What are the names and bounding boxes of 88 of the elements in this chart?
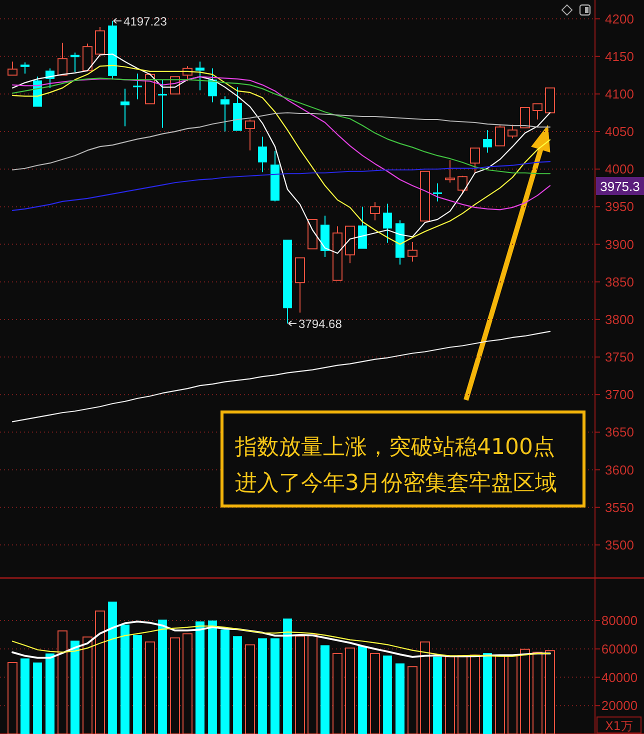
- annotation: 进入了今年3月份密集套牢盘区域: [235, 471, 557, 496]
- bar: [46, 653, 54, 734]
- y-tick-label: 3550: [605, 500, 634, 515]
- bar: [170, 637, 180, 734]
- y-tick-label: 4000: [605, 162, 634, 177]
- y-tick-label: 3850: [605, 274, 634, 290]
- candlestick: [483, 130, 492, 154]
- bar: [470, 654, 480, 734]
- bar: [120, 624, 130, 734]
- bar: [295, 636, 305, 734]
- bar: [396, 663, 404, 734]
- candlestick: [320, 215, 330, 258]
- line-series: [12, 78, 551, 174]
- annotation: 4197.23: [124, 14, 168, 28]
- bar: [458, 655, 468, 734]
- line-series: [12, 112, 551, 170]
- bar: [520, 648, 530, 734]
- bar: [383, 656, 392, 734]
- line-series: [12, 626, 551, 657]
- bar: [508, 655, 518, 734]
- bar: [82, 636, 92, 734]
- bar: [332, 652, 342, 734]
- line-series: [12, 161, 551, 212]
- bar: [258, 638, 267, 734]
- bar: [408, 666, 418, 734]
- y-tick-label: 3650: [605, 424, 634, 440]
- bar: [283, 618, 292, 734]
- bar: [545, 650, 555, 734]
- bar: [345, 648, 355, 734]
- bar: [445, 656, 455, 734]
- y-tick-label: 3950: [605, 199, 634, 214]
- bar: [158, 620, 167, 734]
- y-tick-label: 4050: [605, 124, 634, 140]
- y-tick-label: 3600: [605, 462, 634, 478]
- y-tick-label: 20000: [601, 698, 638, 714]
- bar: [483, 653, 492, 734]
- candlestick: [196, 61, 204, 91]
- bar: [95, 610, 105, 734]
- bar: [145, 641, 155, 734]
- bar: [495, 655, 505, 734]
- bar: [20, 658, 30, 734]
- y-tick-label: 4100: [605, 86, 634, 102]
- candlestick: [258, 136, 267, 173]
- candlestick: [396, 220, 404, 266]
- bar: [270, 638, 280, 734]
- line-series: [12, 330, 551, 422]
- bar: [33, 662, 42, 734]
- bar: [245, 644, 255, 734]
- candlestick: [270, 150, 280, 201]
- bar: [8, 662, 18, 734]
- bar: [133, 635, 142, 734]
- annotation: 指数放量上涨，突破站稳4100点: [234, 435, 555, 460]
- candlestick: [133, 73, 142, 100]
- candlestick: [158, 79, 167, 128]
- y-tick-label: 3700: [605, 387, 634, 402]
- y-tick-label: 3500: [605, 537, 634, 552]
- y-tick-label: 60000: [601, 641, 638, 656]
- annotation: 3794.68: [298, 316, 342, 331]
- bar: [233, 636, 242, 734]
- bar: [182, 633, 192, 734]
- bar: [308, 634, 318, 734]
- bar: [220, 630, 230, 734]
- y-tick-label: 3900: [605, 236, 634, 252]
- line-series: [12, 76, 551, 210]
- bar: [370, 652, 380, 734]
- bar: [108, 602, 117, 734]
- candlestick: [220, 96, 230, 132]
- bar: [208, 620, 217, 734]
- candlestick: [120, 88, 130, 127]
- text: 3975.3: [600, 179, 640, 194]
- y-tick-label: 4150: [605, 48, 634, 64]
- candlestick: [383, 203, 392, 244]
- bar: [70, 640, 80, 734]
- y-tick-label: 3800: [605, 312, 634, 327]
- bar: [196, 621, 204, 734]
- y-tick-label: 80000: [601, 613, 638, 628]
- bar: [420, 641, 430, 734]
- bar: [433, 656, 442, 734]
- bar: [58, 630, 68, 734]
- candlestick: [208, 68, 217, 103]
- bar: [532, 652, 542, 734]
- y-tick-label: 40000: [601, 670, 638, 685]
- line-series: [12, 620, 551, 659]
- bar: [358, 646, 367, 734]
- y-tick-label: 3750: [605, 350, 634, 365]
- bar: [320, 645, 330, 734]
- text: X1万: [605, 719, 633, 733]
- y-tick-label: 4200: [605, 11, 634, 26]
